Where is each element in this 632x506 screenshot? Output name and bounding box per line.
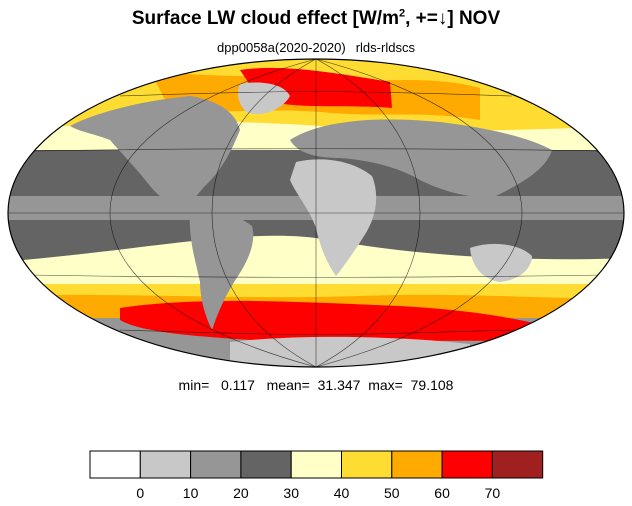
colorbar-tick-label: 70: [485, 485, 501, 501]
colorbar-swatch-8: [491, 450, 544, 479]
variable-label: rlds-rldscs: [355, 40, 415, 55]
colorbar-tick-label: 10: [183, 485, 199, 501]
colorbar-swatch-5: [341, 450, 393, 479]
australia: [470, 243, 532, 282]
colorbar-swatch-7: [441, 450, 493, 479]
experiment-label: dpp0058a(2020-2020): [217, 40, 346, 55]
colorbar-swatch-6: [391, 450, 443, 479]
sahara-interior: [300, 168, 366, 198]
colorbar-swatch-2: [190, 450, 242, 479]
map-outline: [7, 58, 625, 368]
colorbar-tick-label: 20: [233, 485, 249, 501]
plot-subtitle: dpp0058a(2020-2020) rlds-rldscs: [0, 40, 632, 55]
colorbar-swatch-0: [89, 450, 141, 479]
colorbar-tick-label: 0: [136, 485, 144, 501]
colorbar-tick-label: 50: [384, 485, 400, 501]
north-america: [70, 96, 240, 212]
colorbar-tick-label: 30: [283, 485, 299, 501]
colorbar-swatch-4: [290, 450, 343, 479]
graticule: [8, 59, 624, 367]
colorbar-swatch-1: [139, 450, 192, 479]
colorbar-tick-label: 60: [434, 485, 450, 501]
statistics-line: min= 0.117 mean= 31.347 max= 79.108: [178, 377, 454, 393]
colorbar-tick-label: 40: [334, 485, 350, 501]
south-america: [189, 207, 254, 330]
greenland: [238, 82, 290, 115]
europe-asia: [290, 119, 552, 197]
plot-title: Surface LW cloud effect [W/m2, +=↓] NOV: [131, 7, 501, 29]
colorbar-swatch-3: [240, 450, 292, 479]
world-map-mollweide: [7, 58, 625, 368]
